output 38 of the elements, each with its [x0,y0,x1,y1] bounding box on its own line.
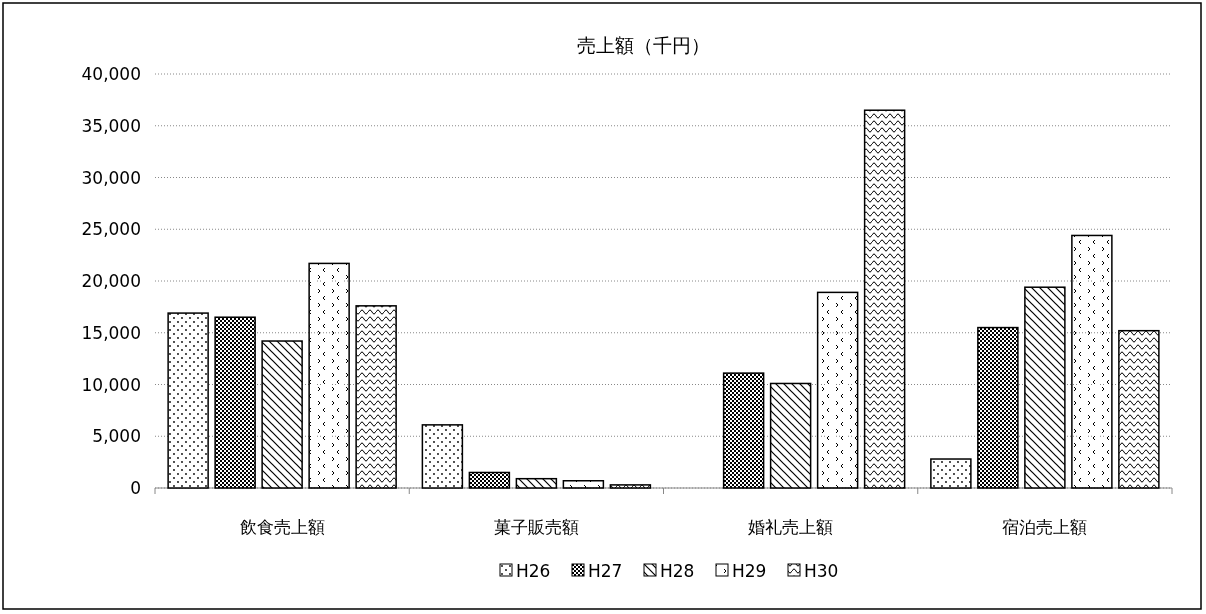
y-tick-label: 20,000 [81,271,141,291]
bar [468,471,511,489]
y-tick-label: 35,000 [81,115,141,136]
y-tick-label: 10,000 [81,374,141,395]
bar [1071,234,1113,489]
bar [769,382,812,489]
bar [722,372,765,489]
legend-label: H27 [588,561,623,581]
x-tick-label: 菓子販売額 [493,517,579,537]
bar [421,424,464,489]
bar [1118,329,1160,489]
legend-label: H29 [732,561,767,581]
legend-label: H28 [660,561,695,581]
y-tick-label: 0 [130,478,141,498]
bar [214,316,256,489]
bar [261,340,303,489]
bar [308,262,350,489]
chart-title: 売上額（千円） [577,34,710,56]
x-tick-label: 婚礼売上額 [748,517,834,537]
y-tick-label: 30,000 [81,167,141,188]
y-tick-label: 5,000 [92,426,141,447]
bar [167,312,209,489]
bar [863,109,906,489]
y-tick-label: 40,000 [81,64,141,84]
bar [355,305,397,489]
legend-label: H26 [516,561,551,581]
bar [562,480,605,489]
bar [515,477,558,489]
bar [1024,286,1066,489]
y-tick-label: 25,000 [81,219,141,240]
x-tick-label: 飲食売上額 [239,517,325,537]
bar [816,291,859,489]
y-tick-label: 15,000 [81,322,141,343]
bar [609,484,652,489]
x-tick-label: 宿泊売上額 [1002,517,1088,537]
bar [930,458,972,489]
bar [977,326,1019,489]
legend-label: H30 [804,561,839,581]
